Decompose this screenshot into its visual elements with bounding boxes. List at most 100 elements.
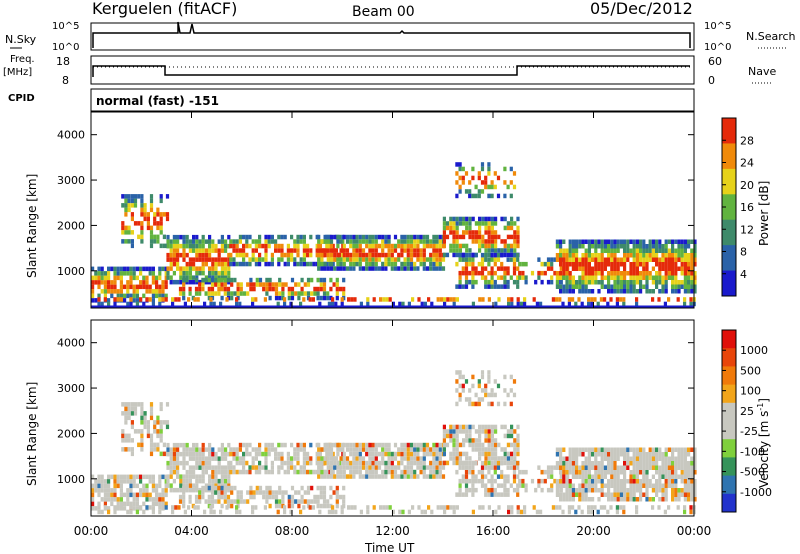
range-gate-cell — [503, 487, 507, 493]
range-gate-cell — [490, 216, 494, 222]
range-gate-cell — [667, 479, 671, 484]
range-gate-cell — [178, 494, 183, 500]
range-gate-cell — [419, 257, 423, 262]
range-gate-cell — [224, 239, 228, 244]
range-gate-cell — [94, 506, 98, 511]
range-gate-cell — [600, 271, 604, 276]
range-gate-cell — [306, 456, 310, 461]
range-gate-cell — [555, 297, 559, 302]
nave-label: Nave — [748, 65, 776, 78]
range-gate-cell — [461, 478, 465, 484]
range-gate-cell — [687, 470, 691, 475]
range-gate-cell — [530, 478, 535, 484]
range-gate-cell — [236, 286, 240, 292]
range-gate-cell — [123, 266, 127, 272]
range-gate-cell — [406, 447, 410, 452]
range-gate-cell — [487, 261, 491, 267]
range-gate-cell — [626, 248, 630, 253]
range-gate-cell — [248, 451, 252, 457]
range-gate-cell — [368, 442, 372, 448]
range-gate-cell — [204, 239, 208, 244]
range-gate-cell — [155, 488, 159, 493]
range-gate-cell — [391, 301, 395, 307]
range-gate-cell — [352, 469, 356, 475]
range-gate-cell — [124, 230, 128, 235]
range-gate-cell — [406, 243, 410, 249]
range-gate-cell — [409, 257, 414, 262]
range-gate-cell — [194, 494, 199, 500]
range-gate-cell — [477, 383, 481, 389]
range-gate-cell — [635, 488, 639, 493]
range-gate-cell — [130, 212, 134, 217]
range-gate-cell — [484, 492, 488, 497]
range-gate-cell — [217, 282, 221, 287]
range-gate-cell — [103, 284, 107, 290]
range-gate-cell — [465, 438, 469, 443]
range-gate-cell — [671, 266, 675, 271]
range-gate-cell — [300, 286, 304, 292]
range-gate-cell — [169, 460, 173, 466]
range-gate-cell — [413, 261, 417, 267]
range-gate-cell — [182, 286, 186, 292]
range-gate-cell — [265, 494, 269, 500]
range-gate-cell — [521, 483, 525, 488]
range-gate-cell — [179, 474, 183, 479]
range-gate-cell — [521, 261, 525, 267]
range-gate-cell — [177, 505, 181, 510]
range-gate-cell — [172, 279, 176, 285]
range-gate-cell — [342, 485, 346, 491]
range-gate-cell — [513, 429, 517, 434]
range-gate-cell — [103, 483, 107, 489]
range-gate-cell — [204, 456, 208, 461]
range-gate-cell — [632, 497, 636, 502]
range-gate-cell — [429, 252, 433, 258]
range-gate-cell — [455, 442, 459, 448]
colorbar-segment — [722, 384, 736, 404]
range-gate-cell — [248, 465, 252, 470]
range-gate-cell — [500, 469, 504, 475]
range-gate-cell — [323, 252, 327, 258]
range-gate-cell — [635, 239, 639, 244]
range-gate-cell — [302, 451, 306, 457]
range-gate-cell — [480, 270, 485, 276]
range-gate-cell — [645, 257, 649, 262]
range-gate-cell — [667, 297, 671, 302]
range-gate-cell — [393, 257, 398, 262]
range-gate-cell — [265, 286, 269, 292]
range-gate-cell — [452, 301, 456, 307]
range-gate-cell — [642, 452, 646, 457]
range-gate-cell — [540, 279, 544, 285]
range-gate-cell — [496, 474, 501, 479]
range-gate-cell — [452, 442, 456, 448]
range-gate-cell — [487, 225, 491, 231]
range-gate-cell — [561, 301, 565, 307]
range-gate-cell — [587, 289, 591, 294]
range-gate-cell — [335, 291, 339, 296]
range-gate-cell — [107, 289, 111, 294]
range-gate-cell — [317, 474, 321, 479]
range-gate-cell — [416, 234, 420, 240]
range-gate-cell — [365, 447, 369, 452]
range-gate-cell — [198, 291, 202, 296]
range-gate-cell — [155, 280, 159, 285]
range-gate-cell — [334, 465, 338, 470]
range-gate-cell — [164, 284, 168, 290]
range-gate-cell — [121, 225, 125, 231]
range-gate-cell — [329, 277, 333, 283]
range-gate-cell — [667, 239, 671, 244]
range-gate-cell — [523, 509, 527, 515]
range-gate-cell — [610, 244, 614, 249]
range-gate-cell — [465, 456, 469, 461]
range-gate-cell — [302, 442, 306, 448]
range-gate-cell — [600, 483, 604, 488]
range-gate-cell — [198, 494, 202, 500]
range-gate-cell — [442, 234, 446, 240]
range-gate-cell — [590, 505, 594, 510]
range-gate-cell — [651, 289, 655, 294]
range-gate-cell — [537, 465, 541, 470]
range-gate-cell — [546, 487, 551, 493]
range-gate-cell — [333, 474, 337, 479]
range-gate-cell — [690, 447, 694, 452]
range-gate-cell — [690, 275, 694, 280]
range-gate-cell — [606, 301, 610, 307]
